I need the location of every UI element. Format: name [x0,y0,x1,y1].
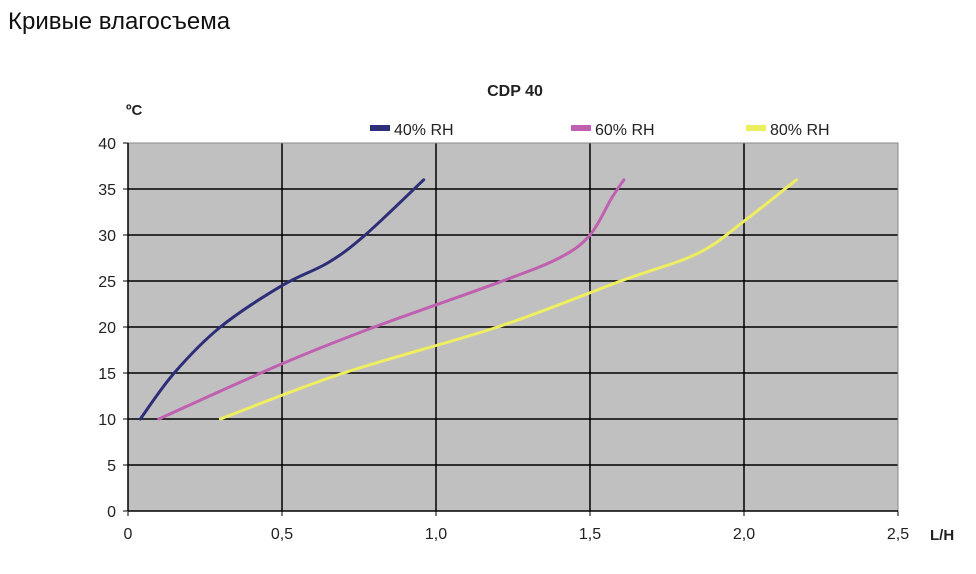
chart-title: CDP 40 [487,83,543,100]
x-tick-label: 0 [124,526,133,543]
y-tick-label: 15 [98,366,116,383]
y-axis-label: ºC [126,102,142,119]
x-tick-label: 0,5 [271,526,293,543]
series-line-40-rh [138,178,426,421]
page-heading: Кривые влагосъема [8,8,231,35]
plot-area: 0 5 10 15 20 25 30 35 40 0 0,5 1,0 1,5 2,0 2,5 [98,136,909,543]
x-tick-label: 1,0 [425,526,447,543]
legend-swatch-80-rh [746,125,766,131]
y-tick-label: 40 [98,136,116,153]
legend-label-60-rh: 60% RH [595,122,655,139]
y-tick-label: 0 [107,504,116,521]
legend-swatch-40-rh [370,125,390,131]
x-tick-label: 2,0 [733,526,755,543]
y-tick-label: 5 [107,458,116,475]
legend-swatch-60-rh [571,125,591,131]
x-tick-label: 1,5 [579,526,601,543]
y-tick-label: 10 [98,412,116,429]
x-tick-label: 2,5 [887,526,909,543]
series-line-60-rh [157,178,626,421]
y-tick-label: 25 [98,274,116,291]
y-tick-label: 20 [98,320,116,337]
legend: 40% RH 60% RH 80% RH [370,122,830,139]
x-axis-label: L/H [930,527,954,544]
legend-label-40-rh: 40% RH [394,122,454,139]
series-line-80-rh [218,178,798,421]
legend-label-80-rh: 80% RH [770,122,830,139]
y-tick-label: 30 [98,228,116,245]
y-tick-label: 35 [98,182,116,199]
